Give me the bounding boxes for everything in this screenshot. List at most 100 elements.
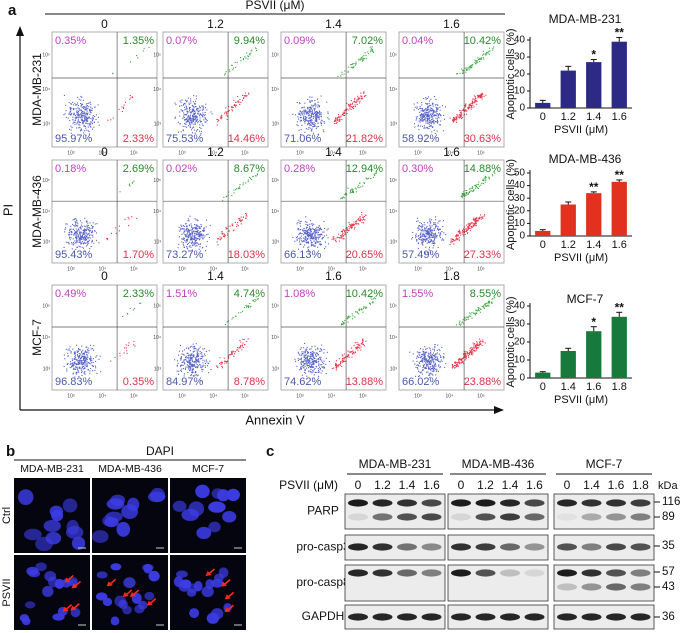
event-dot (219, 363, 220, 364)
event-dot (362, 342, 363, 343)
event-dot (74, 103, 75, 104)
event-dot (430, 99, 431, 100)
event-dot (78, 348, 79, 349)
event-dot (127, 313, 128, 314)
event-dot (316, 126, 317, 127)
event-dot (353, 353, 354, 354)
event-dot (179, 111, 180, 112)
event-dot (308, 129, 309, 130)
event-dot (233, 190, 234, 191)
quadrant-percent: 0.09% (284, 35, 315, 47)
event-dot (186, 235, 187, 236)
event-dot (308, 362, 309, 363)
event-dot (307, 124, 308, 125)
event-dot (182, 354, 183, 355)
event-dot (309, 120, 310, 121)
event-dot (77, 103, 78, 104)
event-dot (325, 242, 326, 243)
event-dot (431, 115, 432, 116)
event-dot (226, 71, 227, 72)
event-dot (70, 239, 71, 240)
event-dot (489, 301, 490, 302)
event-dot (429, 111, 430, 112)
event-dot (429, 364, 430, 365)
event-dot (491, 302, 492, 303)
event-dot (430, 350, 431, 351)
event-dot (193, 357, 194, 358)
event-dot (226, 113, 227, 114)
event-dot (417, 367, 418, 368)
event-dot (311, 115, 312, 116)
event-dot (358, 309, 359, 310)
event-dot (466, 68, 467, 69)
event-dot (80, 228, 81, 229)
event-dot (476, 186, 477, 187)
event-dot (339, 119, 340, 120)
event-dot (320, 364, 321, 365)
event-dot (437, 122, 438, 123)
event-dot (316, 118, 317, 119)
event-dot (249, 303, 250, 304)
event-dot (308, 365, 309, 366)
event-dot (328, 228, 329, 229)
event-dot (64, 366, 65, 367)
event-dot (192, 230, 193, 231)
event-dot (305, 361, 306, 362)
event-dot (434, 355, 435, 356)
event-dot (437, 345, 438, 346)
event-dot (301, 238, 302, 239)
event-dot (203, 119, 204, 120)
event-dot (428, 96, 429, 97)
panel-label: c (266, 443, 274, 460)
event-dot (428, 356, 429, 357)
event-dot (81, 105, 82, 106)
event-dot (347, 188, 348, 189)
event-dot (482, 55, 483, 56)
event-dot (438, 108, 439, 109)
event-dot (236, 188, 237, 189)
event-dot (421, 223, 422, 224)
event-dot (462, 233, 463, 234)
event-dot (238, 188, 239, 189)
event-dot (342, 231, 343, 232)
event-dot (434, 344, 435, 345)
event-dot (200, 358, 201, 359)
event-dot (75, 357, 76, 358)
event-dot (322, 232, 323, 233)
event-dot (481, 219, 482, 220)
event-dot (431, 241, 432, 242)
plot-frame (281, 285, 386, 390)
event-dot (473, 353, 474, 354)
flow-tick: 10⁵ (42, 52, 50, 58)
event-dot (303, 361, 304, 362)
nucleus (18, 489, 33, 505)
event-dot (91, 246, 92, 247)
event-dot (412, 237, 413, 238)
event-dot (484, 214, 485, 215)
event-dot (460, 73, 461, 74)
event-dot (323, 131, 324, 132)
flow-tick: 10⁴ (271, 87, 279, 93)
quadrant-percent: 0.02% (166, 163, 197, 175)
event-dot (420, 117, 421, 118)
event-dot (363, 219, 364, 220)
event-dot (457, 239, 458, 240)
event-dot (309, 363, 310, 364)
event-dot (243, 217, 244, 218)
event-dot (424, 125, 425, 126)
flow-tick: 10⁵ (241, 393, 249, 399)
event-dot (243, 58, 244, 59)
event-dot (92, 237, 93, 238)
quadrant-percent: 8.55% (470, 288, 501, 300)
event-dot (218, 238, 219, 239)
event-dot (458, 365, 459, 366)
event-dot (67, 364, 68, 365)
event-dot (202, 124, 203, 125)
nucleus (92, 530, 109, 543)
event-dot (303, 247, 304, 248)
event-dot (202, 116, 203, 117)
event-dot (361, 57, 362, 58)
event-dot (428, 113, 429, 114)
event-dot (190, 355, 191, 356)
